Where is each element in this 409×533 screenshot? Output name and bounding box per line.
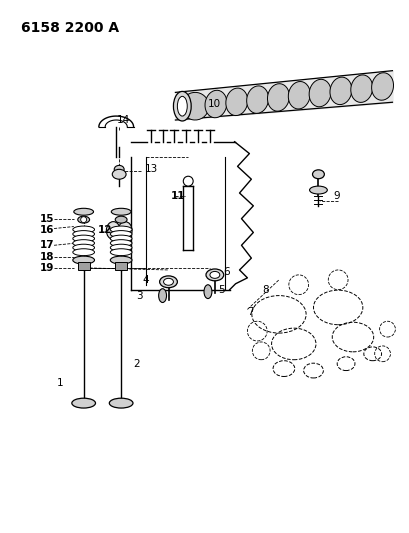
- Ellipse shape: [371, 72, 393, 100]
- Ellipse shape: [109, 398, 133, 408]
- Ellipse shape: [110, 240, 132, 247]
- Text: 10: 10: [208, 99, 221, 109]
- Ellipse shape: [118, 222, 132, 239]
- Ellipse shape: [106, 222, 120, 239]
- Ellipse shape: [111, 208, 131, 215]
- Text: 14: 14: [116, 115, 129, 125]
- Text: 18: 18: [40, 252, 55, 262]
- Text: 6158 2200 A: 6158 2200 A: [20, 21, 118, 35]
- Text: 16: 16: [40, 225, 55, 236]
- Text: 15: 15: [40, 214, 55, 224]
- FancyBboxPatch shape: [115, 262, 127, 270]
- Ellipse shape: [288, 82, 310, 109]
- Ellipse shape: [163, 278, 173, 285]
- Ellipse shape: [309, 186, 326, 194]
- Ellipse shape: [308, 79, 330, 107]
- Ellipse shape: [72, 398, 95, 408]
- Ellipse shape: [74, 208, 93, 215]
- FancyBboxPatch shape: [78, 262, 90, 270]
- Circle shape: [81, 217, 86, 223]
- Text: 9: 9: [333, 191, 339, 201]
- Ellipse shape: [246, 86, 268, 114]
- Ellipse shape: [173, 91, 191, 121]
- Ellipse shape: [159, 276, 177, 288]
- Circle shape: [183, 176, 193, 186]
- Text: 1: 1: [56, 378, 63, 389]
- Ellipse shape: [115, 216, 127, 223]
- Ellipse shape: [110, 235, 132, 242]
- Ellipse shape: [110, 249, 132, 256]
- Ellipse shape: [73, 244, 94, 251]
- Ellipse shape: [205, 269, 223, 281]
- Ellipse shape: [209, 271, 219, 278]
- Ellipse shape: [112, 169, 126, 179]
- Ellipse shape: [225, 88, 247, 116]
- Text: 17: 17: [40, 240, 55, 251]
- Ellipse shape: [312, 170, 324, 179]
- Ellipse shape: [110, 231, 132, 238]
- Ellipse shape: [78, 216, 90, 223]
- Ellipse shape: [73, 256, 94, 264]
- Ellipse shape: [73, 249, 94, 256]
- Text: 8: 8: [262, 285, 268, 295]
- Text: 5: 5: [217, 285, 224, 295]
- Ellipse shape: [158, 289, 166, 303]
- Ellipse shape: [181, 92, 209, 120]
- Text: 11: 11: [170, 191, 184, 201]
- Ellipse shape: [329, 77, 351, 104]
- Ellipse shape: [350, 75, 372, 102]
- Ellipse shape: [177, 96, 187, 116]
- Text: 2: 2: [133, 359, 139, 369]
- Ellipse shape: [73, 240, 94, 247]
- Text: 12: 12: [97, 225, 112, 236]
- Ellipse shape: [204, 90, 226, 118]
- Ellipse shape: [110, 244, 132, 251]
- Ellipse shape: [267, 84, 289, 111]
- Text: 7: 7: [247, 308, 254, 317]
- Text: 6: 6: [223, 267, 230, 277]
- Ellipse shape: [73, 235, 94, 242]
- Ellipse shape: [73, 226, 94, 233]
- Ellipse shape: [114, 165, 124, 173]
- Ellipse shape: [110, 256, 132, 264]
- Text: 3: 3: [136, 290, 142, 301]
- Ellipse shape: [204, 285, 211, 298]
- Ellipse shape: [73, 231, 94, 238]
- Text: 4: 4: [142, 275, 148, 285]
- Text: 13: 13: [144, 164, 158, 174]
- Text: 19: 19: [40, 263, 54, 273]
- Ellipse shape: [110, 226, 132, 233]
